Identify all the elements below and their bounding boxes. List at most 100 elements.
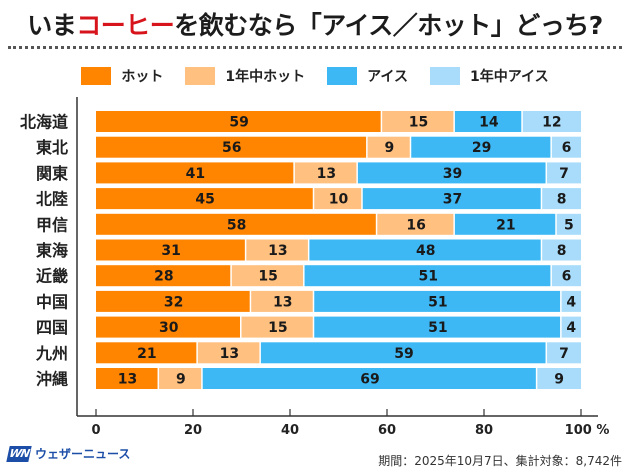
data-label: 7 xyxy=(559,346,569,362)
data-label: 13 xyxy=(220,346,239,362)
data-label: 59 xyxy=(394,346,413,362)
data-label: 28 xyxy=(154,269,173,285)
bar-segment xyxy=(96,368,158,389)
bar-segment xyxy=(231,265,304,287)
x-tick-label: 20 xyxy=(184,423,202,438)
x-tick-label: 40 xyxy=(281,423,299,438)
data-label: 15 xyxy=(268,320,287,336)
title-divider xyxy=(8,46,622,49)
bar-segment xyxy=(556,213,581,235)
category-label: 近畿 xyxy=(36,267,68,286)
category-label: 東北 xyxy=(36,138,68,157)
category-label: 四国 xyxy=(36,318,68,337)
bar-segment xyxy=(551,265,581,287)
category-label: 九州 xyxy=(35,344,68,363)
bar-segment xyxy=(96,136,367,158)
bar-segment xyxy=(246,239,308,261)
data-label: 16 xyxy=(406,217,425,233)
legend-swatch-ice xyxy=(327,67,358,85)
legend-label-ice: アイス xyxy=(367,69,408,85)
legend-item-hot-all-year: 1年中ホット xyxy=(185,66,305,86)
data-label: 41 xyxy=(186,166,205,182)
data-label: 69 xyxy=(360,372,379,388)
bar-segment xyxy=(314,290,561,312)
data-label: 21 xyxy=(137,346,156,362)
data-label: 37 xyxy=(443,192,462,208)
data-label: 8 xyxy=(557,243,567,259)
bar-segment xyxy=(537,368,581,389)
data-label: 4 xyxy=(566,320,576,336)
bar-segment xyxy=(411,136,551,158)
data-label: 4 xyxy=(566,294,576,310)
bar-segment xyxy=(314,188,362,210)
category-label: 甲信 xyxy=(36,215,68,234)
bar-segment xyxy=(251,290,313,312)
legend: ホット 1年中ホット アイス 1年中アイス xyxy=(0,66,630,86)
bar-segment xyxy=(96,265,231,287)
bar-segment xyxy=(454,111,522,132)
x-tick-label: 80 xyxy=(475,423,493,438)
bar-segment xyxy=(309,239,541,261)
bar-segment xyxy=(260,342,546,364)
chart-title: いまコーヒーを飲むなら「アイス／ホット」どっち? xyxy=(0,6,630,42)
data-label: 59 xyxy=(229,115,248,131)
weathernews-logo-icon: WN xyxy=(6,445,32,462)
bar-segment xyxy=(96,342,197,364)
bar-segment xyxy=(377,213,454,235)
survey-note: 期間：2025年10月7日、集計対象：8,742件 xyxy=(378,454,622,468)
data-label: 9 xyxy=(385,140,395,156)
data-label: 15 xyxy=(258,269,277,285)
bar-segment xyxy=(454,213,556,235)
bar-segment xyxy=(202,368,536,389)
legend-item-ice-all-year: 1年中アイス xyxy=(430,66,549,86)
bar-segment xyxy=(522,111,581,132)
data-label: 9 xyxy=(554,372,564,388)
data-label: 12 xyxy=(542,115,561,131)
data-label: 13 xyxy=(273,294,292,310)
legend-label-hot: ホット xyxy=(121,69,164,85)
category-label: 中国 xyxy=(36,292,68,311)
bar-segment xyxy=(96,188,313,210)
bar-segment xyxy=(241,316,313,338)
x-tick-label: 100 % xyxy=(565,423,610,438)
data-label: 10 xyxy=(329,192,349,208)
bar-segment xyxy=(551,136,581,158)
bar-segment xyxy=(561,290,581,312)
bar-segment xyxy=(382,111,454,132)
data-label: 21 xyxy=(496,217,515,233)
bar-segment xyxy=(96,162,294,184)
legend-label-hot-all-year: 1年中ホット xyxy=(225,69,306,85)
bar-segment xyxy=(547,342,581,364)
category-label: 関東 xyxy=(36,164,68,183)
data-label: 9 xyxy=(176,372,186,388)
bar-segment xyxy=(96,239,245,261)
brand-name: ウェザーニュース xyxy=(35,447,131,461)
data-label: 58 xyxy=(227,217,246,233)
data-label: 8 xyxy=(557,192,567,208)
data-label: 6 xyxy=(562,140,572,156)
data-label: 7 xyxy=(559,166,569,182)
data-label: 13 xyxy=(317,166,336,182)
bar-segment xyxy=(542,239,581,261)
x-tick-label: 60 xyxy=(378,423,396,438)
data-label: 13 xyxy=(268,243,287,259)
legend-item-hot: ホット xyxy=(81,66,163,86)
bar-segment xyxy=(547,162,581,184)
legend-swatch-ice-all-year xyxy=(430,67,460,85)
bar-segment xyxy=(96,213,376,235)
data-label: 48 xyxy=(416,243,435,259)
bar-segment xyxy=(96,290,250,312)
data-label: 5 xyxy=(564,217,574,233)
data-label: 15 xyxy=(409,115,428,131)
bar-segment xyxy=(96,111,381,132)
bar-segment xyxy=(367,136,410,158)
data-label: 51 xyxy=(428,294,447,310)
data-label: 30 xyxy=(159,320,179,336)
bar-segment xyxy=(362,188,541,210)
title-prefix: いま xyxy=(27,11,77,40)
title-suffix: を飲むなら「アイス／ホット」どっち? xyxy=(174,11,603,40)
bar-segment xyxy=(96,316,240,338)
bar-segment xyxy=(357,162,546,184)
bar-segment xyxy=(294,162,357,184)
data-label: 29 xyxy=(472,140,491,156)
